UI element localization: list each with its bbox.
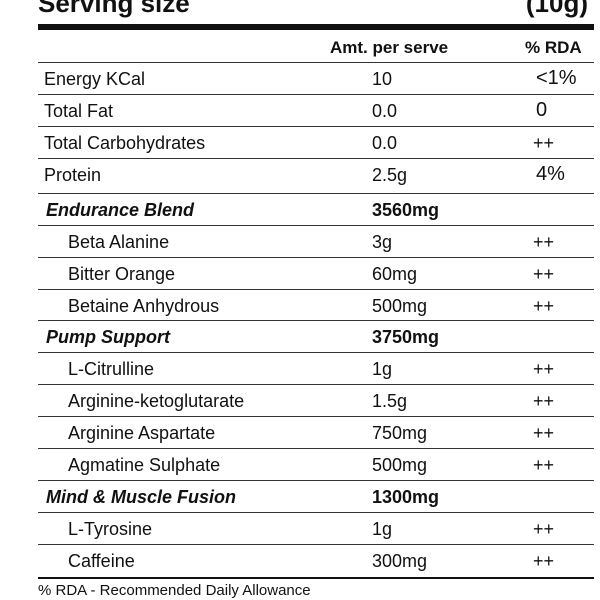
- ingredient-amount: 60mg: [372, 264, 418, 284]
- table-row: Bitter Orange 60mg ++: [38, 257, 594, 289]
- blend-row-endurance: Endurance Blend 3560mg: [38, 193, 594, 225]
- blend-name: Pump Support: [46, 327, 170, 347]
- ingredient-rda: ++: [533, 296, 555, 316]
- blend-name: Mind & Muscle Fusion: [46, 487, 237, 507]
- table-row: Arginine Aspartate 750mg ++: [38, 416, 594, 448]
- row-divider: [38, 289, 594, 290]
- ingredient-rda: ++: [533, 264, 555, 284]
- ingredient-amount: 500mg: [372, 455, 428, 475]
- table-row: Total Fat 0.0 0: [38, 94, 594, 126]
- heading-divider: [38, 24, 594, 30]
- row-divider: [38, 94, 594, 95]
- row-divider: [38, 225, 594, 226]
- table-row: Betaine Anhydrous 500mg ++: [38, 289, 594, 321]
- nutrient-name: Energy KCal: [44, 69, 146, 89]
- row-divider: [38, 416, 594, 417]
- ingredient-rda: ++: [533, 551, 555, 571]
- nutrient-rda: ++: [533, 133, 555, 153]
- row-divider: [38, 352, 594, 353]
- ingredient-amount: 500mg: [372, 296, 428, 316]
- ingredient-name: L-Citrulline: [68, 359, 155, 379]
- serving-size-heading: Serving size (10g): [38, 0, 588, 20]
- nutrient-name: Total Fat: [44, 101, 114, 121]
- ingredient-amount: 3g: [372, 232, 393, 252]
- table-header: Amt. per serve % RDA: [38, 30, 594, 62]
- blend-amount: 3750mg: [372, 327, 440, 347]
- row-divider: [38, 480, 594, 481]
- ingredient-rda: ++: [533, 423, 555, 443]
- rda-column-header: % RDA: [525, 38, 582, 57]
- row-divider: [38, 544, 594, 545]
- ingredient-name: Agmatine Sulphate: [68, 455, 221, 475]
- table-row: L-Tyrosine 1g ++: [38, 512, 594, 544]
- table-row: Beta Alanine 3g ++: [38, 225, 594, 257]
- ingredient-rda: ++: [533, 359, 555, 379]
- ingredient-name: Bitter Orange: [68, 264, 176, 284]
- ingredient-rda: ++: [533, 391, 555, 411]
- table-row: Arginine-ketoglutarate 1.5g ++: [38, 384, 594, 416]
- ingredient-amount: 300mg: [372, 551, 428, 571]
- row-divider: [38, 512, 594, 513]
- row-divider: [38, 320, 594, 321]
- row-divider: [38, 158, 594, 159]
- ingredient-name: Arginine Aspartate: [68, 423, 216, 443]
- blend-row-pump: Pump Support 3750mg: [38, 320, 594, 352]
- nutrient-amount: 0.0: [372, 101, 398, 121]
- ingredient-rda: ++: [533, 519, 555, 539]
- nutrient-amount: 2.5g: [372, 165, 408, 185]
- table-row: Caffeine 300mg ++: [38, 544, 594, 576]
- ingredient-rda: ++: [533, 455, 555, 475]
- row-divider: [38, 448, 594, 449]
- table-bottom-rule: [38, 577, 594, 579]
- ingredient-amount: 1g: [372, 359, 393, 379]
- ingredient-rda: ++: [533, 232, 555, 252]
- nutrition-panel: Serving size (10g) Amt. per serve % RDA …: [38, 0, 594, 600]
- row-divider: [38, 257, 594, 258]
- rda-footnote: % RDA - Recommended Daily Allowance: [38, 582, 311, 599]
- amount-column-header: Amt. per serve: [330, 38, 449, 57]
- table-row: Total Carbohydrates 0.0 ++: [38, 126, 594, 158]
- blend-amount: 1300mg: [372, 487, 440, 507]
- table-row: Protein 2.5g 4%: [38, 158, 594, 190]
- serving-size-value: (10g): [525, 0, 588, 18]
- nutrient-rda: 0: [536, 99, 548, 121]
- row-divider: [38, 384, 594, 385]
- ingredient-name: Betaine Anhydrous: [68, 296, 220, 316]
- ingredient-name: Caffeine: [68, 551, 135, 571]
- nutrient-name: Total Carbohydrates: [44, 133, 206, 153]
- nutrient-name: Protein: [44, 165, 102, 185]
- nutrient-rda: 4%: [536, 163, 565, 185]
- ingredient-amount: 750mg: [372, 423, 428, 443]
- ingredient-name: L-Tyrosine: [68, 519, 153, 539]
- ingredient-name: Arginine-ketoglutarate: [68, 391, 245, 411]
- table-row: Energy KCal 10 <1%: [38, 62, 594, 94]
- row-divider: [38, 193, 594, 194]
- header-divider: [38, 62, 594, 63]
- blend-row-mind-muscle: Mind & Muscle Fusion 1300mg: [38, 480, 594, 512]
- row-divider: [38, 126, 594, 127]
- ingredient-name: Beta Alanine: [68, 232, 170, 252]
- nutrient-amount: 0.0: [372, 133, 398, 153]
- ingredient-amount: 1.5g: [372, 391, 408, 411]
- table-row: Agmatine Sulphate 500mg ++: [38, 448, 594, 480]
- serving-size-label: Serving size: [38, 0, 190, 18]
- nutrient-amount: 10: [372, 69, 393, 89]
- nutrient-rda: <1%: [536, 67, 577, 89]
- blend-name: Endurance Blend: [46, 200, 195, 220]
- ingredient-amount: 1g: [372, 519, 393, 539]
- blend-amount: 3560mg: [372, 200, 440, 220]
- table-row: L-Citrulline 1g ++: [38, 352, 594, 384]
